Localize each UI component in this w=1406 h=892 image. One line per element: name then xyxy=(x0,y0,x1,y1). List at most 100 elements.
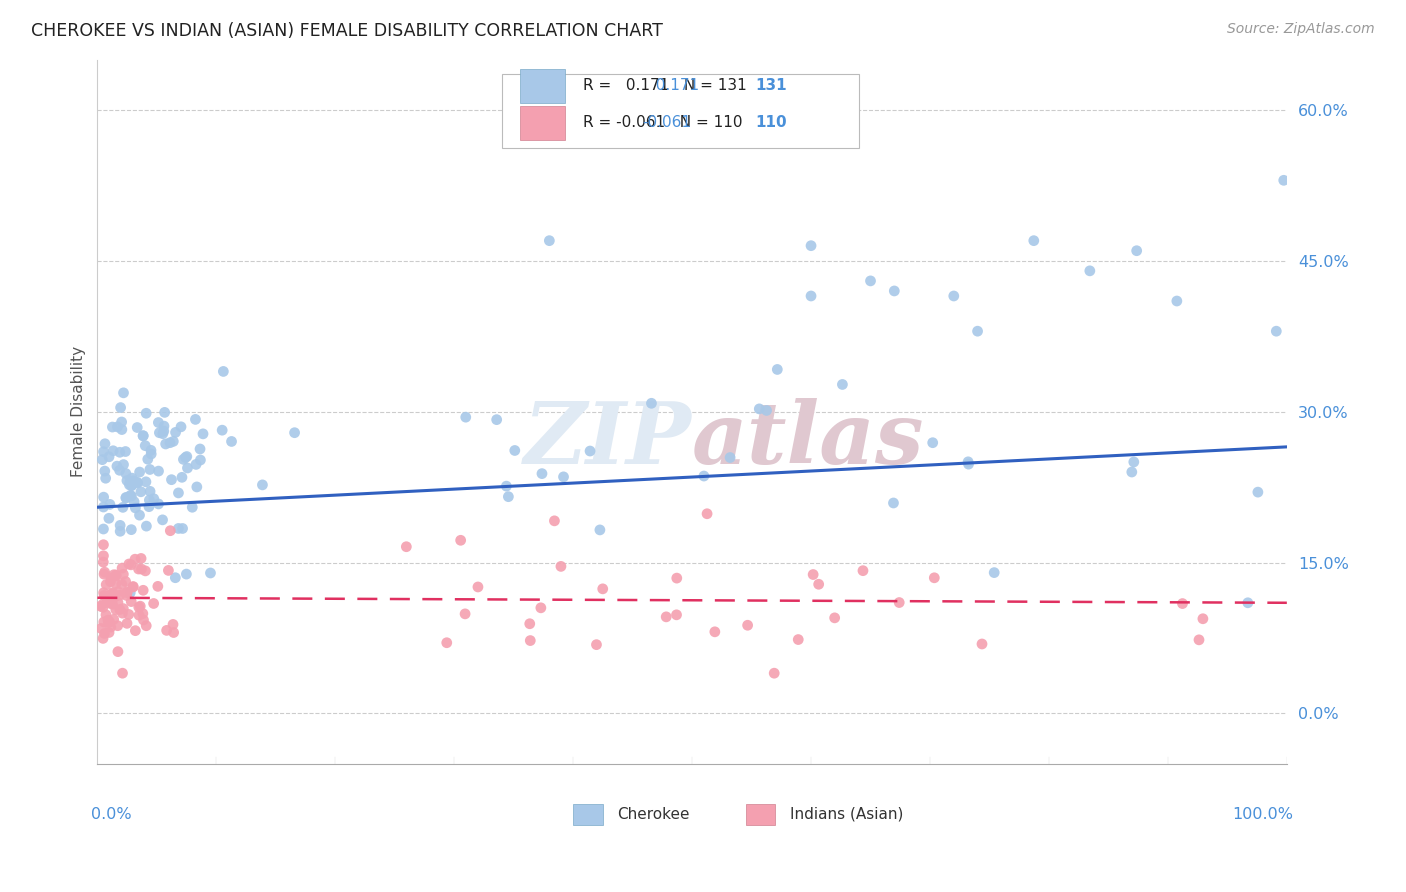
Point xyxy=(115,467,138,481)
Point xyxy=(134,439,156,453)
Point xyxy=(530,467,553,481)
Point xyxy=(135,618,157,632)
Point xyxy=(498,490,520,504)
Point xyxy=(91,600,114,615)
Point xyxy=(122,494,145,508)
Point xyxy=(191,426,214,441)
Text: CHEROKEE VS INDIAN (ASIAN) FEMALE DISABILITY CORRELATION CHART: CHEROKEE VS INDIAN (ASIAN) FEMALE DISABI… xyxy=(31,22,662,40)
Point xyxy=(800,289,823,303)
Point xyxy=(93,522,115,536)
Point xyxy=(115,491,138,505)
Point xyxy=(97,591,120,606)
Point xyxy=(121,471,143,485)
Point xyxy=(807,577,830,591)
Point xyxy=(284,425,307,440)
Point xyxy=(921,435,943,450)
Point xyxy=(135,406,157,420)
Point xyxy=(91,632,114,646)
Text: 0.171: 0.171 xyxy=(645,78,699,94)
Text: -0.061: -0.061 xyxy=(643,115,692,130)
Point xyxy=(100,620,122,634)
Point xyxy=(132,613,155,627)
Point xyxy=(188,442,211,456)
Point xyxy=(966,324,988,338)
Point xyxy=(190,453,212,467)
Point xyxy=(1237,596,1260,610)
Point xyxy=(970,637,993,651)
Point xyxy=(132,607,155,621)
Point xyxy=(124,500,146,515)
Point xyxy=(665,607,688,622)
Point xyxy=(108,445,131,459)
Point xyxy=(125,475,148,490)
Point xyxy=(93,538,115,552)
Point xyxy=(114,444,136,458)
Point xyxy=(94,464,117,478)
Point xyxy=(111,666,134,681)
Point xyxy=(543,514,565,528)
Text: ZIP: ZIP xyxy=(524,398,692,482)
Point xyxy=(755,403,778,417)
Point xyxy=(592,582,614,596)
Point xyxy=(831,377,853,392)
Point xyxy=(155,437,177,451)
Point xyxy=(503,443,526,458)
Point xyxy=(111,561,134,575)
Point xyxy=(90,622,112,636)
Point xyxy=(211,423,233,437)
Point xyxy=(181,500,204,515)
Point xyxy=(93,597,115,611)
Y-axis label: Female Disability: Female Disability xyxy=(72,346,86,477)
Point xyxy=(485,412,508,426)
Point xyxy=(132,429,155,443)
Point xyxy=(766,362,789,376)
Point xyxy=(693,469,716,483)
Point xyxy=(1188,632,1211,647)
Point xyxy=(111,606,134,620)
Text: atlas: atlas xyxy=(692,398,925,482)
Point xyxy=(139,443,162,458)
Point xyxy=(160,473,183,487)
Point xyxy=(93,626,115,640)
Point xyxy=(107,595,129,609)
Point xyxy=(172,452,194,467)
Point xyxy=(1192,612,1215,626)
Point xyxy=(212,364,235,378)
Point xyxy=(184,412,207,426)
Point xyxy=(127,475,149,490)
Point xyxy=(1122,455,1144,469)
Point xyxy=(93,500,115,514)
Point xyxy=(176,450,198,464)
Point xyxy=(129,484,152,499)
Point xyxy=(983,566,1005,580)
Point xyxy=(97,615,120,629)
Point xyxy=(94,471,117,485)
Point xyxy=(122,474,145,488)
Point xyxy=(120,474,142,488)
Point xyxy=(104,576,127,591)
Point xyxy=(157,563,180,577)
Bar xyxy=(520,69,565,103)
Point xyxy=(450,533,472,548)
Point xyxy=(748,401,770,416)
Point xyxy=(135,519,157,533)
Point xyxy=(112,601,135,615)
Point xyxy=(165,425,187,440)
Point xyxy=(107,420,129,434)
Point xyxy=(589,523,612,537)
Point xyxy=(148,416,170,430)
Point xyxy=(665,571,688,585)
Point xyxy=(93,444,115,458)
Point xyxy=(112,385,135,400)
Point xyxy=(104,602,127,616)
FancyBboxPatch shape xyxy=(502,74,859,147)
Point xyxy=(127,420,149,434)
Point xyxy=(467,580,489,594)
Point xyxy=(101,586,124,600)
Point xyxy=(530,600,553,615)
Point xyxy=(200,566,222,580)
Point xyxy=(703,624,725,639)
Point xyxy=(121,478,143,492)
Point xyxy=(585,638,607,652)
Point xyxy=(96,577,118,591)
